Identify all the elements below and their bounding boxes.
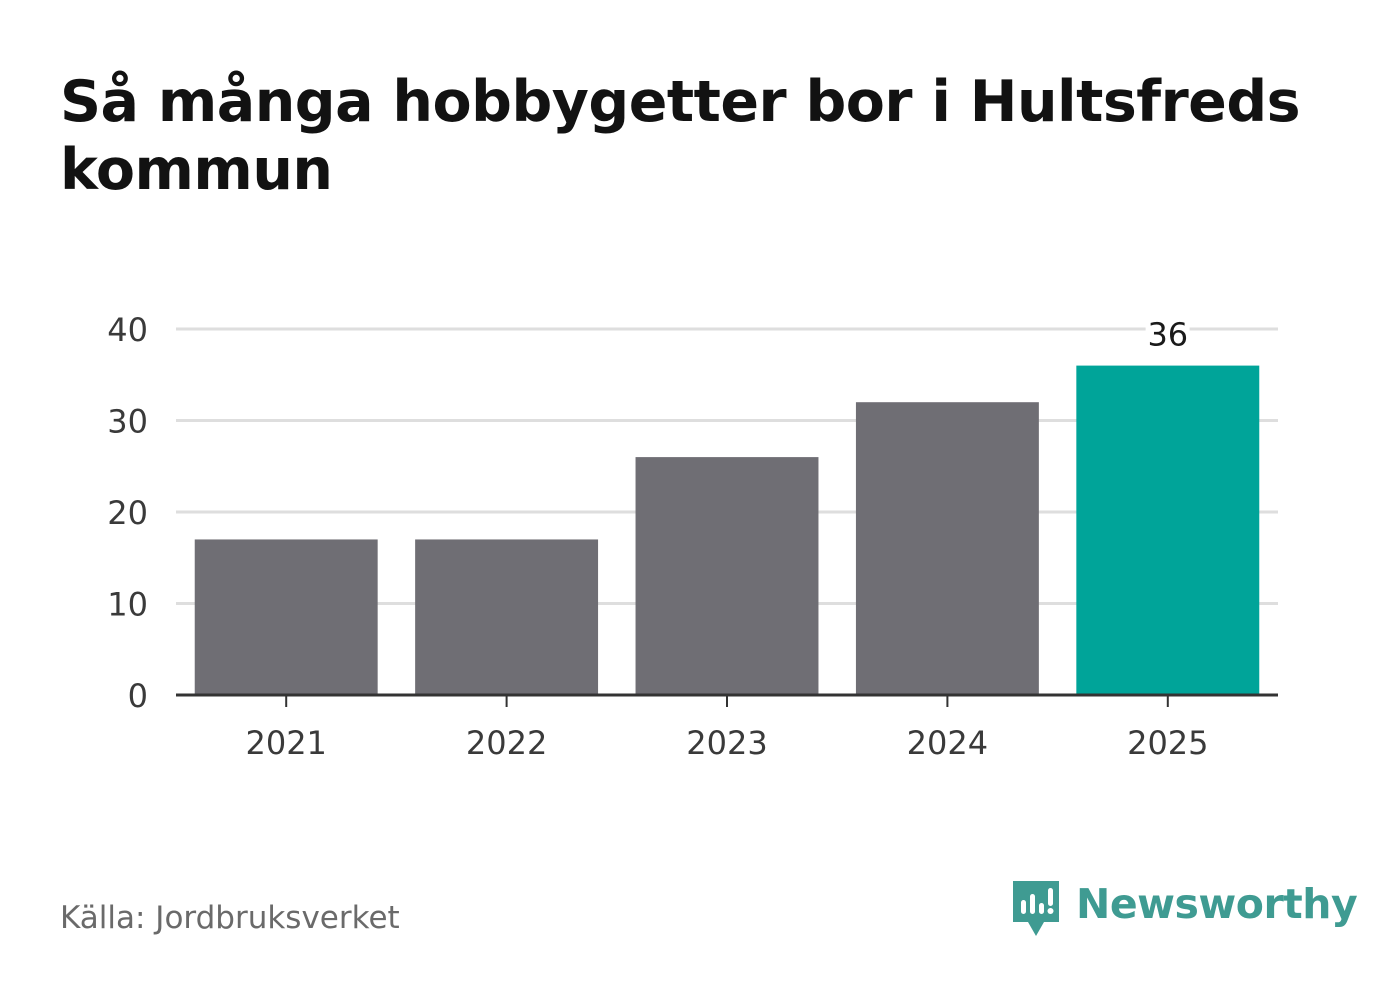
y-tick-label: 40 — [107, 311, 148, 349]
bar-2025 — [1076, 365, 1260, 695]
y-tick-label: 0 — [128, 677, 148, 715]
x-tick-label: 2021 — [245, 724, 326, 762]
x-tick-label: 2025 — [1127, 724, 1208, 762]
bar-2021 — [194, 539, 378, 695]
bar-2023 — [635, 457, 819, 695]
data-label: 36 — [1147, 316, 1188, 354]
x-tick-label: 2023 — [686, 724, 767, 762]
x-tick-label: 2024 — [907, 724, 988, 762]
brand: Newsworthy — [1010, 878, 1358, 942]
y-tick-label: 10 — [107, 586, 148, 624]
source-note: Källa: Jordbruksverket — [60, 900, 400, 936]
y-axis-ticks: 0 10 20 30 40 — [107, 311, 148, 715]
bars — [194, 365, 1260, 695]
x-tick-label: 2022 — [466, 724, 547, 762]
brand-name: Newsworthy — [1076, 880, 1358, 928]
x-axis-ticks: 2021 2022 2023 2024 2025 — [245, 695, 1209, 762]
bar-2024 — [855, 402, 1039, 695]
y-tick-label: 30 — [107, 403, 148, 441]
newsworthy-logo-icon — [1013, 881, 1059, 936]
data-labels: 36 — [1142, 311, 1193, 359]
y-tick-label: 20 — [107, 494, 148, 532]
chart-title: Så många hobbygetter bor i Hultsfreds ko… — [60, 69, 1301, 203]
bar-2022 — [415, 539, 599, 695]
